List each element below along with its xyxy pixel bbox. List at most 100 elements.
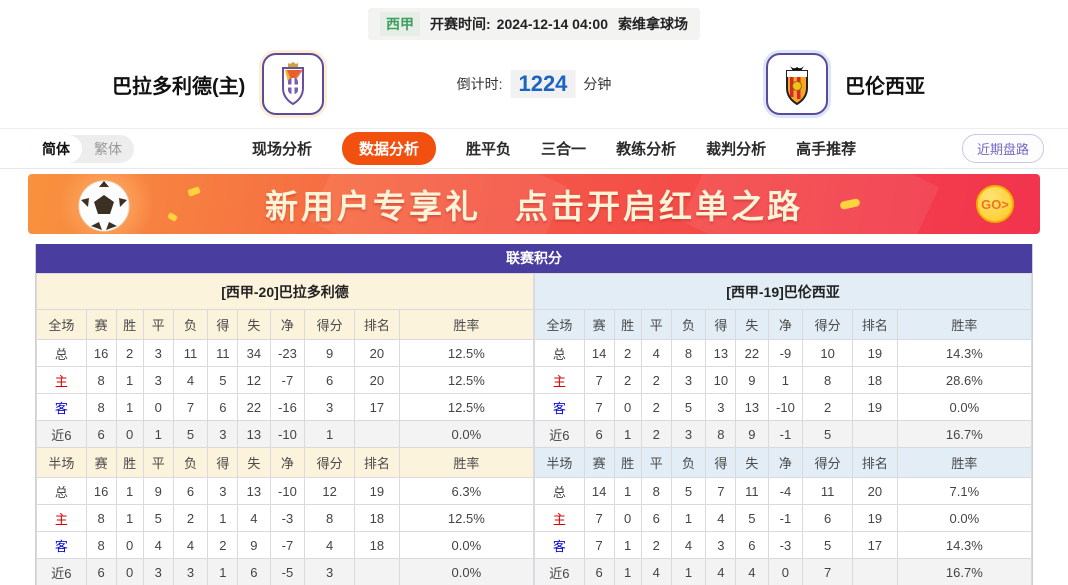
table-row: 总 14 1 8 5 7 11 -4 11 20 7.1%	[534, 477, 1033, 505]
column-header: 得	[207, 309, 239, 340]
tab-coach-analysis[interactable]: 教练分析	[616, 141, 677, 158]
stat-cell: 14.3%	[896, 339, 1033, 367]
stat-cell: 9	[304, 339, 355, 367]
stat-cell: 13	[705, 339, 737, 367]
promo-banner[interactable]: 新用户专享礼 点击开启红单之路 GO>	[28, 174, 1040, 234]
away-stats-table: [西甲-19]巴伦西亚 全场赛胜平负得失净得分 排名 胜率总 14 2 4 8 13 22 -9 10…	[534, 273, 1033, 585]
column-header: 负	[670, 309, 707, 340]
stat-cell: 7	[802, 558, 853, 585]
stat-cell: 16	[85, 339, 117, 367]
stat-cell: 10	[802, 339, 853, 367]
stat-cell: 3	[207, 477, 239, 505]
stat-cell: 1	[115, 366, 144, 394]
stat-cell	[852, 558, 898, 585]
tab-three-in-one[interactable]: 三合一	[541, 141, 587, 158]
recent-odds-button[interactable]: 近期盘路	[961, 134, 1044, 163]
stat-cell: 4	[670, 531, 707, 559]
stat-cell: 6	[735, 531, 769, 559]
row-label: 近6	[534, 558, 585, 585]
stat-cell: 3	[670, 366, 707, 394]
go-button[interactable]: GO>	[976, 185, 1014, 223]
stat-cell: 0	[115, 531, 144, 559]
stat-cell: 7	[705, 477, 737, 505]
home-team: 巴拉多利德(主)	[112, 50, 328, 118]
stat-cell: 22	[237, 393, 271, 421]
column-header: 半场	[36, 447, 87, 478]
row-label: 主	[36, 504, 87, 532]
lang-simplified[interactable]: 简体	[30, 134, 82, 163]
section-header: [西甲-19]巴伦西亚	[534, 273, 1032, 310]
column-header: 赛	[85, 447, 117, 478]
stat-cell: 6	[304, 366, 355, 394]
countdown-value: 1224	[510, 70, 576, 98]
stat-cell: 1	[115, 504, 144, 532]
stat-cell: 0.0%	[398, 531, 535, 559]
stat-cell: 3	[304, 393, 355, 421]
column-header: 平	[640, 447, 672, 478]
row-label: 总	[36, 339, 87, 367]
stat-cell: 18	[354, 504, 400, 532]
row-label: 近6	[534, 420, 585, 448]
nav-tabs: 现场分析 数据分析 胜平负 三合一 教练分析 裁判分析 高手推荐	[252, 132, 856, 165]
table-row: 总 16 2 3 11 11 34 -23 9 20 12.5%	[36, 339, 535, 367]
row-label: 客	[36, 393, 87, 421]
stat-cell: -16	[269, 393, 306, 421]
stat-cell: 4	[172, 531, 209, 559]
stat-cell	[852, 420, 898, 448]
stat-cell: 6	[237, 558, 271, 585]
table-row: 主 8 1 5 2 1 4 -3 8 18 12.5%	[36, 504, 535, 532]
lang-traditional[interactable]: 繁体	[94, 140, 122, 157]
away-team-logo	[763, 50, 831, 118]
tab-live-analysis[interactable]: 现场分析	[252, 141, 313, 158]
tab-expert-picks[interactable]: 高手推荐	[796, 141, 857, 158]
stat-cell: 1	[670, 558, 707, 585]
stat-cell: 28.6%	[896, 366, 1033, 394]
stat-cell: 1	[670, 504, 707, 532]
stat-cell: 4	[142, 531, 174, 559]
tab-data-analysis[interactable]: 数据分析	[342, 132, 437, 165]
row-label: 客	[534, 393, 585, 421]
stat-cell: 19	[852, 393, 898, 421]
stat-cell: 11	[172, 339, 209, 367]
tab-win-draw-lose[interactable]: 胜平负	[466, 141, 512, 158]
column-header: 失	[237, 447, 271, 478]
stat-cell	[354, 558, 400, 585]
stat-cell: 3	[142, 339, 174, 367]
home-stats-table: [西甲-20]巴拉多利德 全场赛胜平负得失净得分 排名 胜率总 16 2 3 11 11 34 -2…	[36, 273, 535, 585]
row-label: 总	[534, 477, 585, 505]
stat-cell: 6	[802, 504, 853, 532]
stat-cell: 19	[852, 504, 898, 532]
stat-cell: 4	[304, 531, 355, 559]
stat-cell: 7	[583, 366, 615, 394]
stat-cell: 8	[85, 366, 117, 394]
stat-cell: 14	[583, 477, 615, 505]
language-toggle[interactable]: 简体 繁体	[30, 134, 134, 163]
stat-cell: 4	[237, 504, 271, 532]
stat-cell: 7	[583, 393, 615, 421]
table-row: 总 16 1 9 6 3 13 -10 12 19 6.3%	[36, 477, 535, 505]
stat-cell: 0.0%	[896, 504, 1033, 532]
column-header: 胜率	[398, 447, 535, 478]
stat-cell: 12.5%	[398, 339, 535, 367]
stat-cell: 20	[852, 477, 898, 505]
column-header: 失	[735, 447, 769, 478]
row-label: 客	[534, 531, 585, 559]
venue: 索维拿球场	[617, 16, 688, 32]
stat-cell: 10	[705, 366, 737, 394]
column-header: 赛	[583, 309, 615, 340]
navbar: 简体 繁体 现场分析 数据分析 胜平负 三合一 教练分析 裁判分析 高手推荐 近…	[0, 128, 1068, 169]
table-halves: [西甲-20]巴拉多利德 全场赛胜平负得失净得分 排名 胜率总 16 2 3 11 11 34 -2…	[36, 273, 1033, 585]
stat-cell: 6	[583, 420, 615, 448]
table-row: 客 7 0 2 5 3 13 -10 2 19 0.0%	[534, 393, 1033, 421]
stat-cell: 17	[354, 393, 400, 421]
tab-referee-analysis[interactable]: 裁判分析	[706, 141, 767, 158]
row-label: 主	[534, 504, 585, 532]
stat-cell: 16.7%	[896, 558, 1033, 585]
table-row: 客 7 1 2 4 3 6 -3 5 17 14.3%	[534, 531, 1033, 559]
stat-cell: -9	[767, 339, 804, 367]
stat-cell: -4	[767, 477, 804, 505]
column-header: 胜率	[896, 447, 1033, 478]
stat-cell: 16.7%	[896, 420, 1033, 448]
valladolid-crest-icon	[262, 53, 325, 115]
table-row: 主 8 1 3 4 5 12 -7 6 20 12.5%	[36, 366, 535, 394]
